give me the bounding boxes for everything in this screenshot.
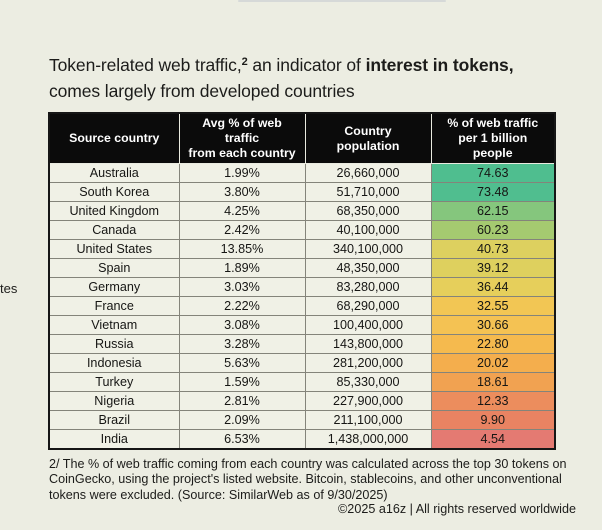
header-avg-traffic: Avg % of web traffic from each country bbox=[178, 112, 306, 164]
per-billion-heat-cell: 9.90 bbox=[430, 410, 556, 430]
avg-traffic-cell: 1.89% bbox=[178, 258, 306, 278]
population-cell: 51,710,000 bbox=[304, 182, 432, 202]
footnote-line: tokens were excluded. (Source: SimilarWe… bbox=[49, 487, 388, 502]
country-cell: India bbox=[48, 429, 180, 450]
per-billion-heat-cell: 36.44 bbox=[430, 277, 556, 297]
population-cell: 340,100,000 bbox=[304, 239, 432, 259]
avg-traffic-cell: 2.42% bbox=[178, 220, 306, 240]
avg-traffic-cell: 4.25% bbox=[178, 201, 306, 221]
avg-traffic-cell: 3.03% bbox=[178, 277, 306, 297]
per-billion-heat-cell: 40.73 bbox=[430, 239, 556, 259]
avg-traffic-cell: 3.80% bbox=[178, 182, 306, 202]
title-mid: an indicator of bbox=[247, 55, 366, 75]
country-cell: South Korea bbox=[48, 182, 180, 202]
copyright: ©2025 a16z | All rights reserved worldwi… bbox=[338, 502, 576, 516]
avg-traffic-cell: 3.08% bbox=[178, 315, 306, 335]
population-cell: 85,330,000 bbox=[304, 372, 432, 392]
population-cell: 227,900,000 bbox=[304, 391, 432, 411]
title-pre: Token-related web traffic, bbox=[49, 55, 242, 75]
table-row: South Korea 3.80% 51,710,000 73.48 bbox=[48, 182, 556, 202]
population-cell: 40,100,000 bbox=[304, 220, 432, 240]
per-billion-heat-cell: 39.12 bbox=[430, 258, 556, 278]
footnote: 2/ The % of web traffic coming from each… bbox=[49, 457, 574, 503]
avg-traffic-cell: 1.59% bbox=[178, 372, 306, 392]
figure-title: Token-related web traffic,2 an indicator… bbox=[49, 53, 561, 104]
avg-traffic-cell: 6.53% bbox=[178, 429, 306, 450]
country-cell: Brazil bbox=[48, 410, 180, 430]
population-cell: 48,350,000 bbox=[304, 258, 432, 278]
population-cell: 1,438,000,000 bbox=[304, 429, 432, 450]
per-billion-heat-cell: 30.66 bbox=[430, 315, 556, 335]
population-cell: 143,800,000 bbox=[304, 334, 432, 354]
table-row: Spain 1.89% 48,350,000 39.12 bbox=[48, 258, 556, 278]
table-row: Indonesia 5.63% 281,200,000 20.02 bbox=[48, 353, 556, 373]
table-row: France 2.22% 68,290,000 32.55 bbox=[48, 296, 556, 316]
population-cell: 83,280,000 bbox=[304, 277, 432, 297]
header-per-billion: % of web traffic per 1 billion people bbox=[430, 112, 556, 164]
table-row: Russia 3.28% 143,800,000 22.80 bbox=[48, 334, 556, 354]
traffic-table: Source country Avg % of web traffic from… bbox=[48, 112, 556, 450]
left-edge-fragment-text: tes bbox=[0, 281, 18, 296]
per-billion-heat-cell: 73.48 bbox=[430, 182, 556, 202]
table-row: Germany 3.03% 83,280,000 36.44 bbox=[48, 277, 556, 297]
footnote-line: CoinGecko, using the project's listed we… bbox=[49, 472, 562, 487]
table-row: Vietnam 3.08% 100,400,000 30.66 bbox=[48, 315, 556, 335]
country-cell: Nigeria bbox=[48, 391, 180, 411]
per-billion-heat-cell: 22.80 bbox=[430, 334, 556, 354]
table-row: Brazil 2.09% 211,100,000 9.90 bbox=[48, 410, 556, 430]
footnote-marker: 2 bbox=[241, 56, 248, 68]
per-billion-heat-cell: 18.61 bbox=[430, 372, 556, 392]
per-billion-heat-cell: 12.33 bbox=[430, 391, 556, 411]
table-row: Australia 1.99% 26,660,000 74.63 bbox=[48, 163, 556, 183]
title-emphasis: interest in tokens, bbox=[365, 55, 514, 75]
country-cell: Indonesia bbox=[48, 353, 180, 373]
avg-traffic-cell: 1.99% bbox=[178, 163, 306, 183]
table-body: Australia 1.99% 26,660,000 74.63 South Korea… bbox=[48, 163, 556, 450]
table-row: United States 13.85% 340,100,000 40.73 bbox=[48, 239, 556, 259]
per-billion-heat-cell: 62.15 bbox=[430, 201, 556, 221]
population-cell: 281,200,000 bbox=[304, 353, 432, 373]
per-billion-heat-cell: 74.63 bbox=[430, 163, 556, 183]
table-row: Canada 2.42% 40,100,000 60.23 bbox=[48, 220, 556, 240]
country-cell: Canada bbox=[48, 220, 180, 240]
per-billion-heat-cell: 32.55 bbox=[430, 296, 556, 316]
avg-traffic-cell: 2.81% bbox=[178, 391, 306, 411]
footnote-line: 2/ The % of web traffic coming from each… bbox=[49, 457, 567, 471]
population-cell: 68,290,000 bbox=[304, 296, 432, 316]
country-cell: United States bbox=[48, 239, 180, 259]
table-row: Turkey 1.59% 85,330,000 18.61 bbox=[48, 372, 556, 392]
header-population: Country population bbox=[304, 112, 432, 164]
population-cell: 26,660,000 bbox=[304, 163, 432, 183]
country-cell: Turkey bbox=[48, 372, 180, 392]
population-cell: 100,400,000 bbox=[304, 315, 432, 335]
top-edge-artifact bbox=[238, 0, 446, 2]
population-cell: 211,100,000 bbox=[304, 410, 432, 430]
avg-traffic-cell: 2.22% bbox=[178, 296, 306, 316]
avg-traffic-cell: 5.63% bbox=[178, 353, 306, 373]
country-cell: Germany bbox=[48, 277, 180, 297]
table-header: Source country Avg % of web traffic from… bbox=[48, 112, 556, 164]
country-cell: United Kingdom bbox=[48, 201, 180, 221]
population-cell: 68,350,000 bbox=[304, 201, 432, 221]
header-row: Source country Avg % of web traffic from… bbox=[48, 112, 556, 164]
country-cell: Russia bbox=[48, 334, 180, 354]
title-post: comes largely from developed countries bbox=[49, 80, 355, 101]
table-row: United Kingdom 4.25% 68,350,000 62.15 bbox=[48, 201, 556, 221]
avg-traffic-cell: 3.28% bbox=[178, 334, 306, 354]
country-cell: Vietnam bbox=[48, 315, 180, 335]
table-row: India 6.53% 1,438,000,000 4.54 bbox=[48, 429, 556, 450]
avg-traffic-cell: 13.85% bbox=[178, 239, 306, 259]
per-billion-heat-cell: 20.02 bbox=[430, 353, 556, 373]
per-billion-heat-cell: 4.54 bbox=[430, 429, 556, 450]
per-billion-heat-cell: 60.23 bbox=[430, 220, 556, 240]
header-source-country: Source country bbox=[48, 112, 180, 164]
country-cell: Spain bbox=[48, 258, 180, 278]
avg-traffic-cell: 2.09% bbox=[178, 410, 306, 430]
table-row: Nigeria 2.81% 227,900,000 12.33 bbox=[48, 391, 556, 411]
country-cell: France bbox=[48, 296, 180, 316]
country-cell: Australia bbox=[48, 163, 180, 183]
